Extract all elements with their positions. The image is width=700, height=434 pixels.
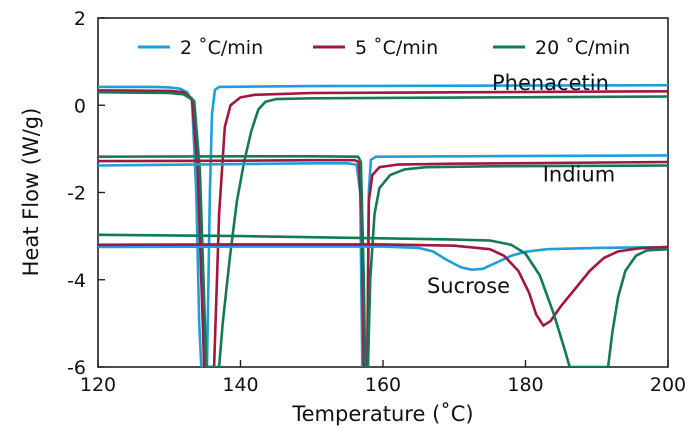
series-layer <box>98 83 668 367</box>
y-tick-label: 0 <box>74 95 86 117</box>
series-line-indium-5cpm <box>98 158 668 367</box>
legend: 2 ˚C/min 5 ˚C/min 20 ˚C/min <box>138 37 630 59</box>
x-tick-label: 200 <box>650 374 686 396</box>
x-axis: 120 140 160 180 200 <box>80 360 686 396</box>
y-tick-label: 2 <box>74 8 86 30</box>
x-axis-title: Temperature (˚C) <box>291 402 473 426</box>
y-tick-label: -2 <box>67 183 86 205</box>
series-line-indium-20cpm <box>98 155 668 367</box>
y-axis-title: Heat Flow (W/g) <box>19 108 43 277</box>
series-line-sucrose-5cpm <box>98 243 668 327</box>
x-tick-label: 160 <box>365 374 401 396</box>
series-line-phenacetin-20cpm <box>98 90 668 367</box>
y-tick-label: -6 <box>67 357 86 379</box>
series-line-indium-2cpm <box>98 154 668 367</box>
series-line-phenacetin-2cpm <box>98 83 668 367</box>
y-tick-label: -4 <box>67 270 86 292</box>
legend-label: 2 ˚C/min <box>180 37 263 59</box>
x-tick-label: 180 <box>507 374 543 396</box>
legend-label: 20 ˚C/min <box>535 37 630 59</box>
series-line-sucrose-2cpm <box>98 245 668 271</box>
x-tick-label: 120 <box>80 374 116 396</box>
x-tick-label: 140 <box>222 374 258 396</box>
legend-label: 5 ˚C/min <box>355 37 438 59</box>
annotation-indium: Indium <box>543 163 615 187</box>
annotation-sucrose: Sucrose <box>427 274 510 298</box>
annotation-phenacetin: Phenacetin <box>492 71 609 95</box>
y-axis: -6 -4 -2 0 2 <box>67 8 105 379</box>
series-line-phenacetin-5cpm <box>98 89 668 367</box>
annotations: Phenacetin Indium Sucrose <box>427 71 615 298</box>
series-line-sucrose-20cpm <box>98 233 668 367</box>
